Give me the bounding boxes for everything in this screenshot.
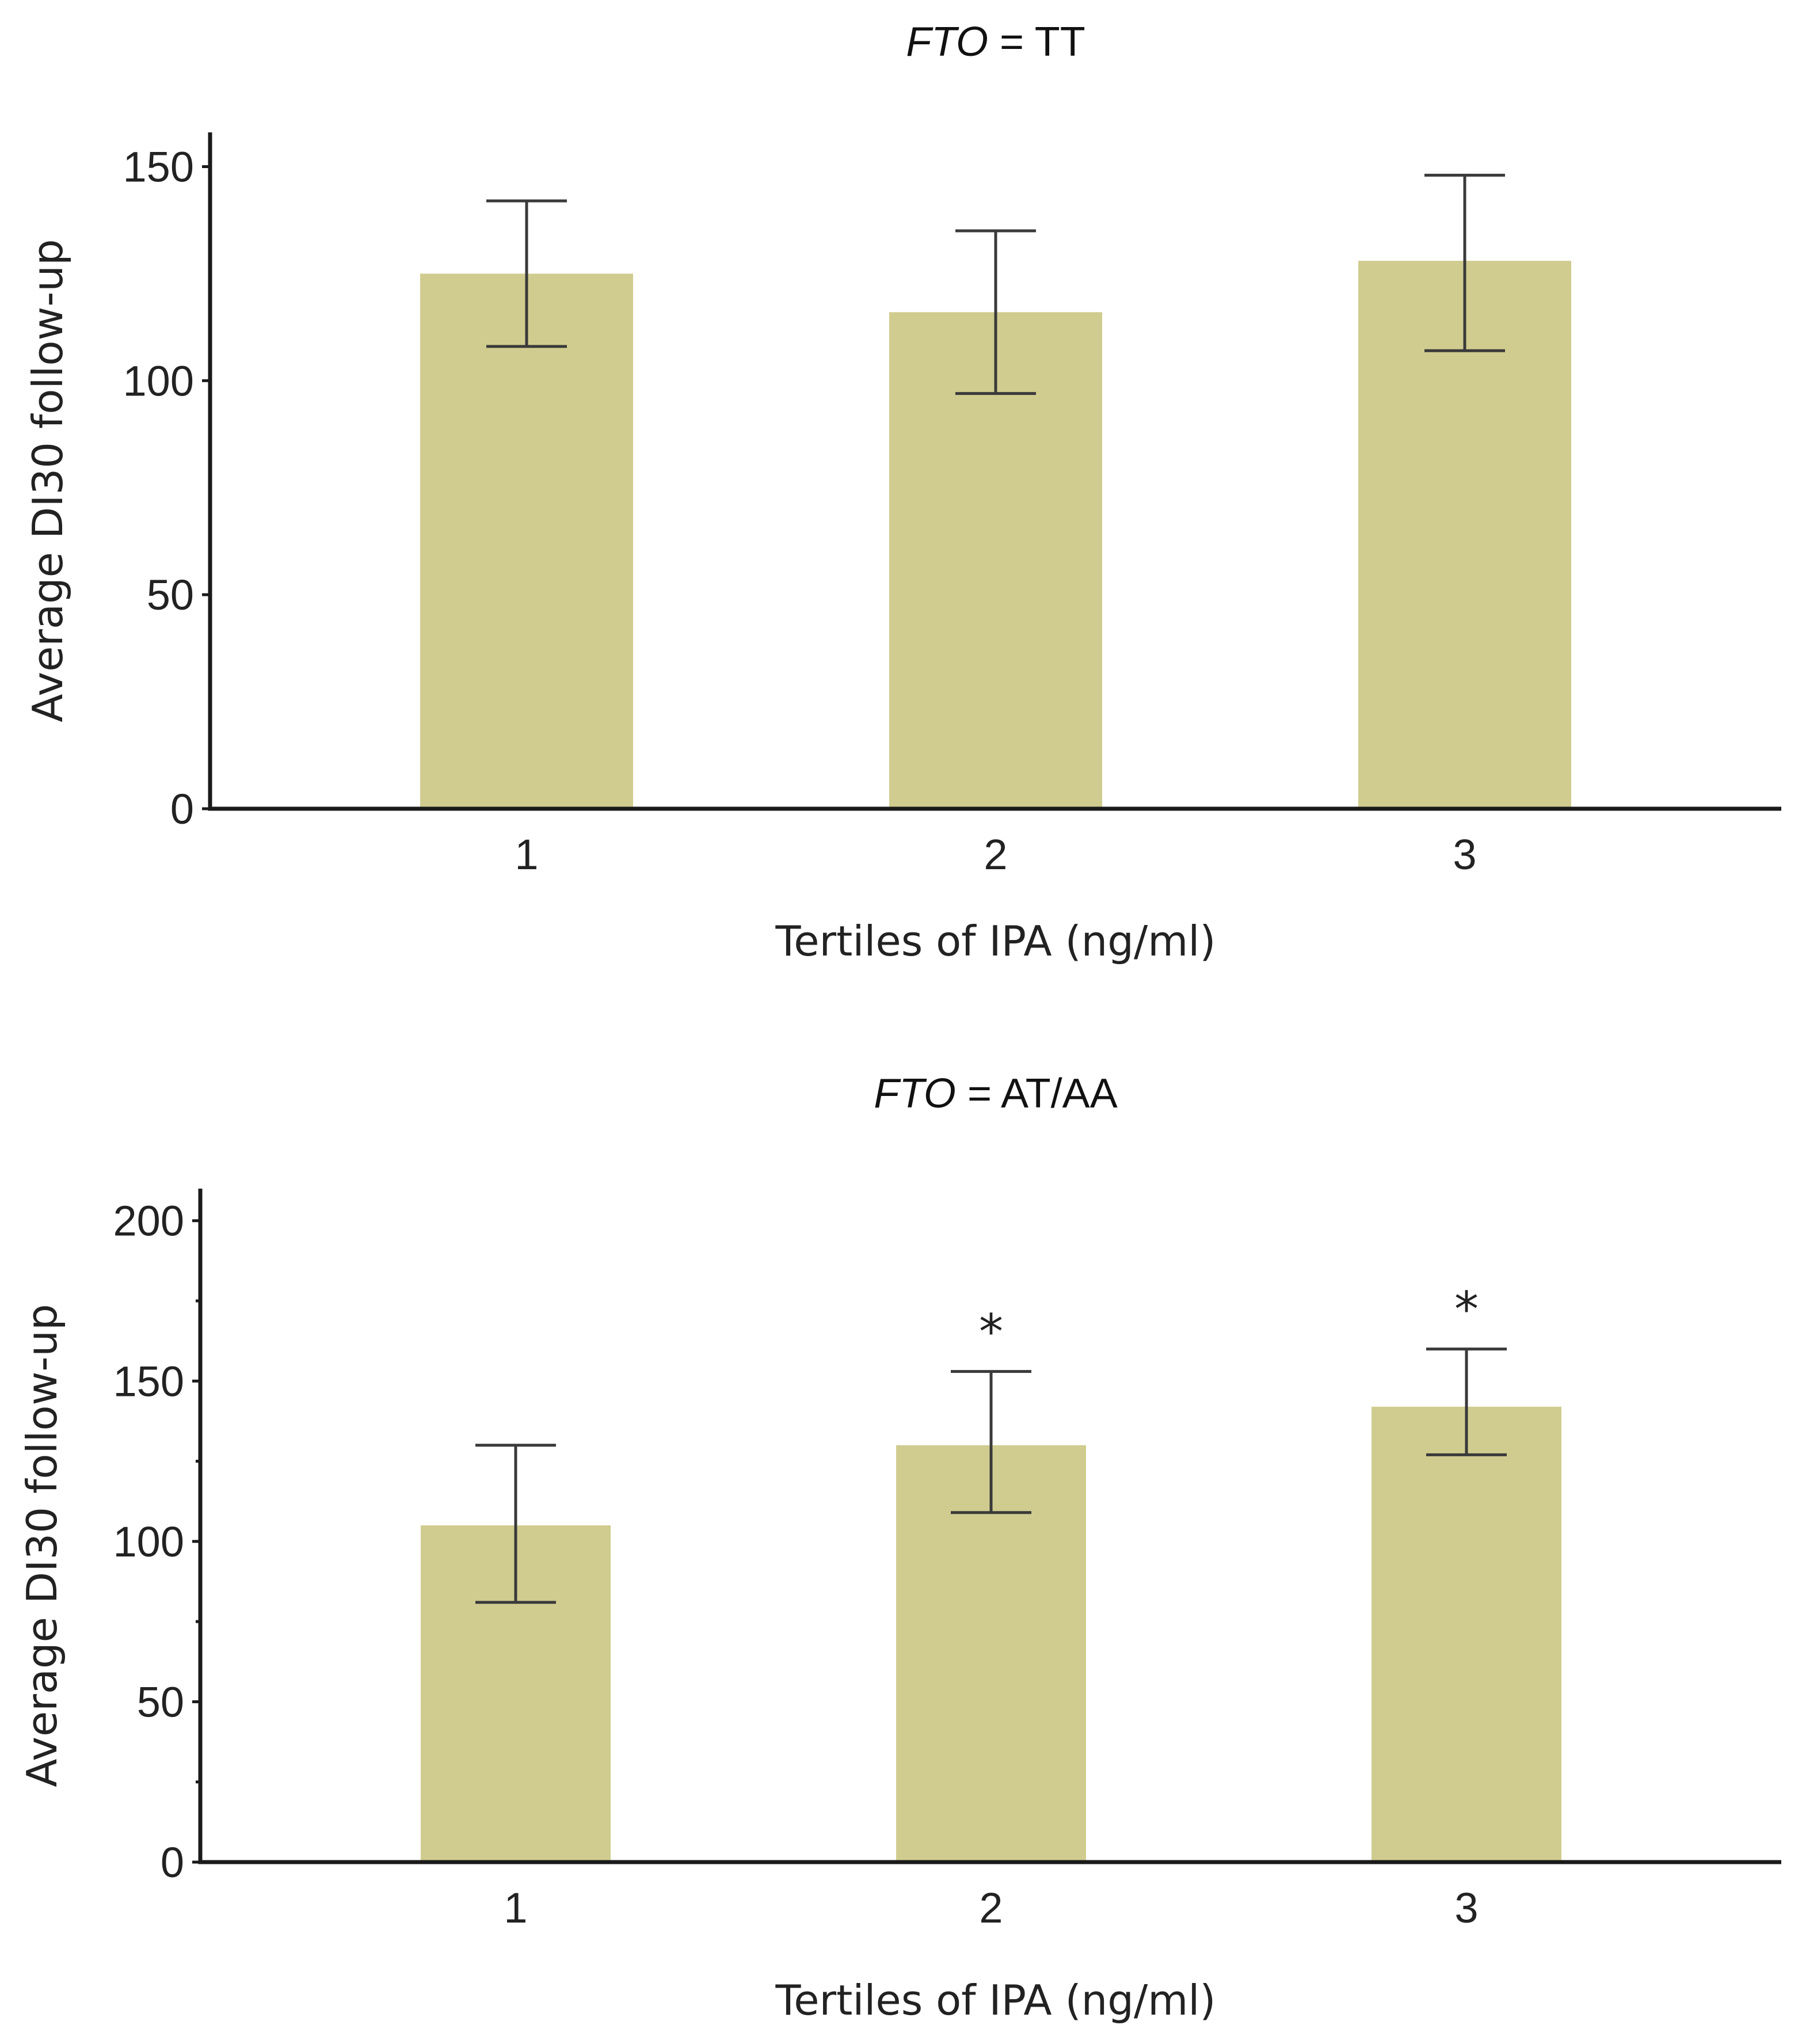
chart-title: FTO = AT/AA xyxy=(874,1071,1117,1117)
y-tick-label: 0 xyxy=(161,1839,184,1886)
y-tick-label: 50 xyxy=(137,1678,184,1726)
bar xyxy=(1371,1406,1561,1862)
significance-marker: * xyxy=(979,1304,1003,1360)
error-bars xyxy=(486,173,1505,395)
y-tick-label: 150 xyxy=(113,1357,184,1405)
bar xyxy=(420,273,633,809)
y-axis-label: Average DI30 follow-up xyxy=(18,1304,66,1787)
bars xyxy=(421,1406,1561,1862)
x-tick-label: 2 xyxy=(984,831,1007,878)
y-axis-label: Average DI30 follow-up xyxy=(24,239,72,722)
significance-marker: * xyxy=(1454,1281,1479,1338)
error-bar xyxy=(1426,1348,1507,1456)
x-axis-tick-labels: 1 2 3 xyxy=(515,831,1476,878)
y-tick-label: 50 xyxy=(147,571,194,619)
error-bar xyxy=(475,1444,556,1604)
chart-title: FTO = TT xyxy=(906,19,1085,65)
x-axis-tick-labels: 1 2 3 xyxy=(504,1884,1478,1932)
x-axis-label: Tertiles of IPA (ng/ml) xyxy=(775,917,1216,965)
x-tick-label: 3 xyxy=(1454,1884,1478,1932)
axes xyxy=(208,132,1781,811)
chart-panel-top: FTO = TT 0 50 100 150 1 2 3 Tertiles of IPA (… xyxy=(24,19,1781,965)
axes xyxy=(198,1189,1781,1864)
x-tick-label: 1 xyxy=(515,831,538,878)
error-bar xyxy=(951,1370,1031,1514)
y-tick-label: 100 xyxy=(113,1518,184,1566)
x-axis-label: Tertiles of IPA (ng/ml) xyxy=(775,1976,1216,2024)
error-bar xyxy=(1424,173,1505,352)
x-tick-label: 2 xyxy=(979,1884,1003,1932)
y-axis-ticks: 0 50 100 150 200 xyxy=(113,1197,200,1886)
bar xyxy=(896,1445,1086,1862)
y-tick-label: 200 xyxy=(113,1197,184,1245)
y-tick-label: 150 xyxy=(123,143,194,191)
error-bars xyxy=(475,1348,1507,1604)
x-tick-label: 3 xyxy=(1453,831,1476,878)
y-tick-label: 0 xyxy=(170,785,194,833)
significance-markers: * * xyxy=(979,1281,1479,1360)
error-bar xyxy=(486,199,567,348)
x-tick-label: 1 xyxy=(504,1884,527,1932)
y-tick-label: 100 xyxy=(123,357,194,405)
y-axis-ticks: 0 50 100 150 xyxy=(123,143,210,833)
error-bar xyxy=(955,229,1036,395)
